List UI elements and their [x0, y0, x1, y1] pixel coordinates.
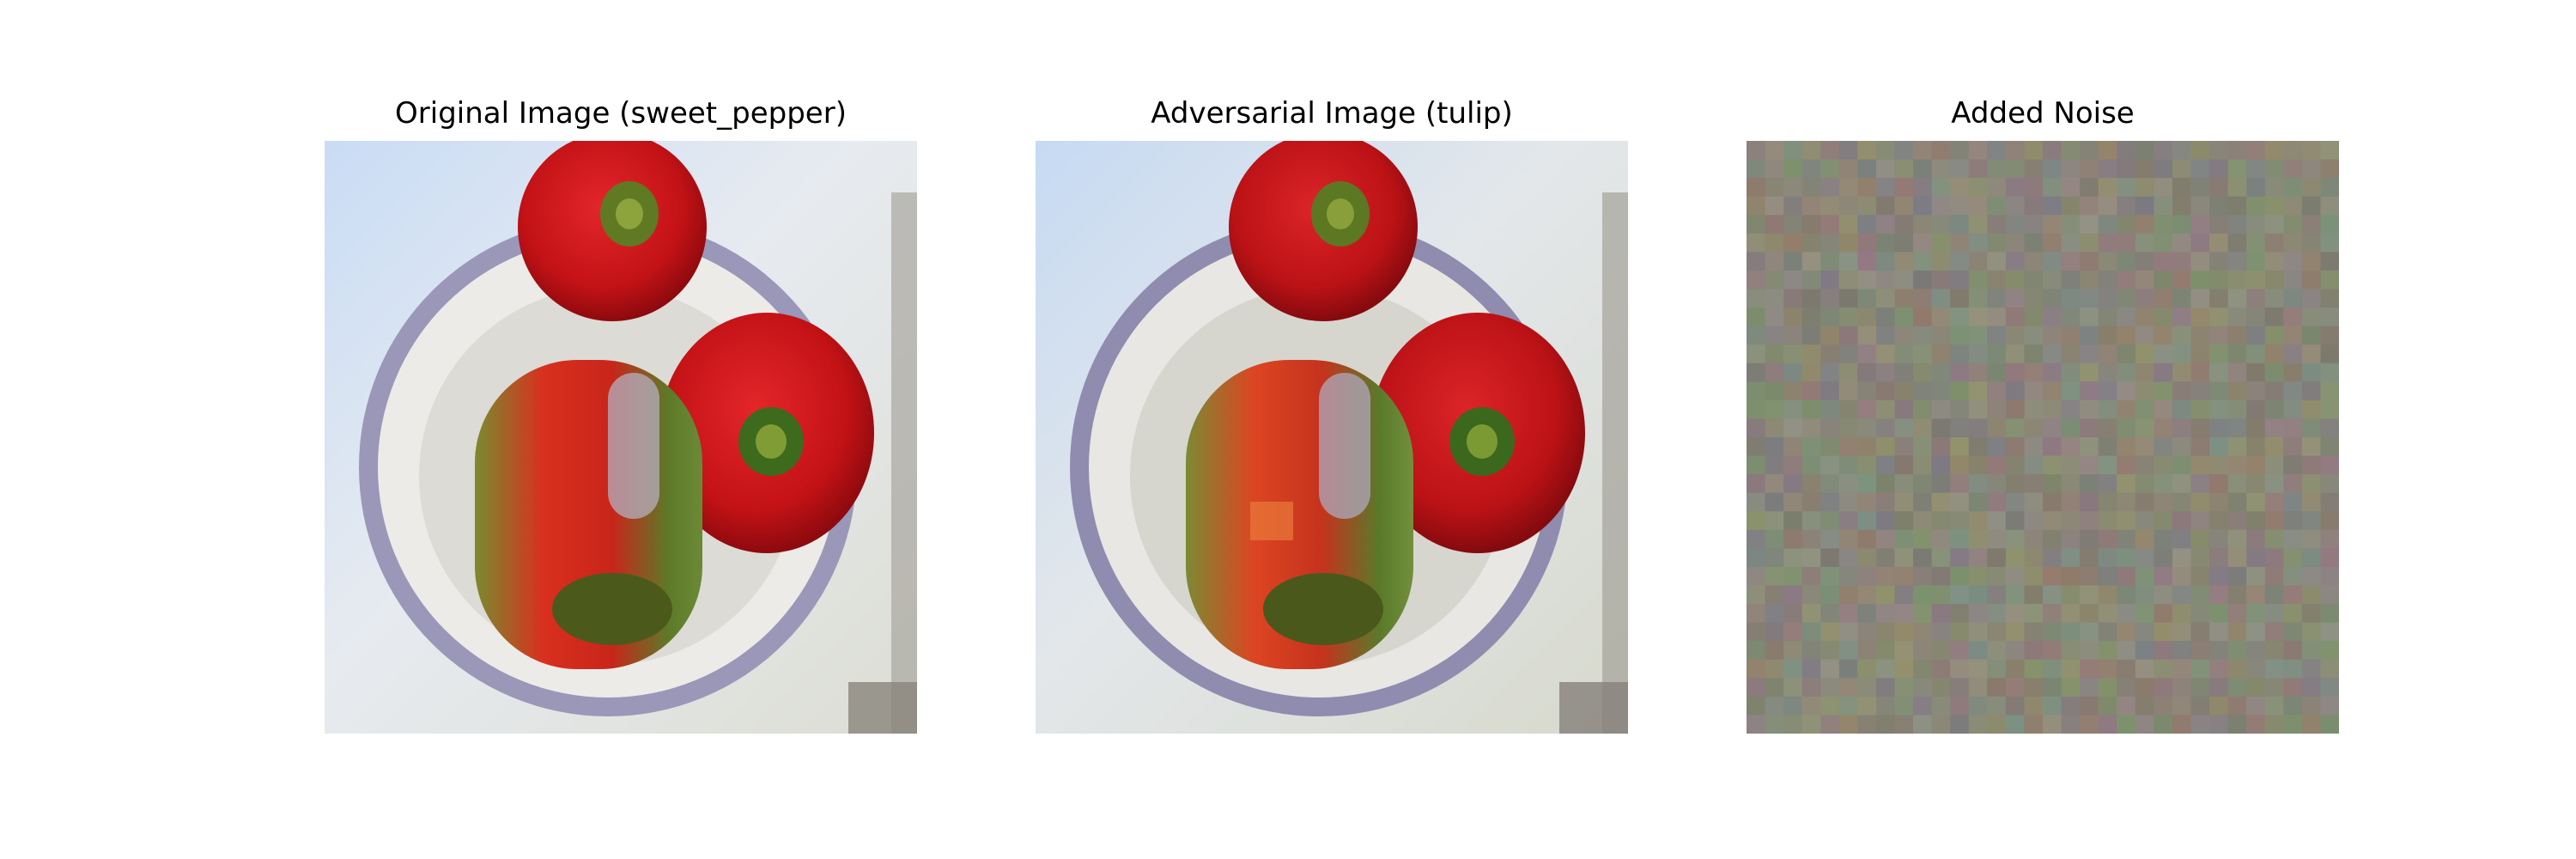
- noise-pixels: [1747, 141, 2339, 734]
- panel-title-adversarial: Adversarial Image (tulip): [1151, 96, 1513, 131]
- panel-title-original: Original Image (sweet_pepper): [395, 96, 847, 131]
- original-image: [325, 141, 917, 734]
- noise-image: [1747, 141, 2339, 734]
- panel-title-noise: Added Noise: [1951, 96, 2135, 131]
- adversarial-image: [1036, 141, 1628, 734]
